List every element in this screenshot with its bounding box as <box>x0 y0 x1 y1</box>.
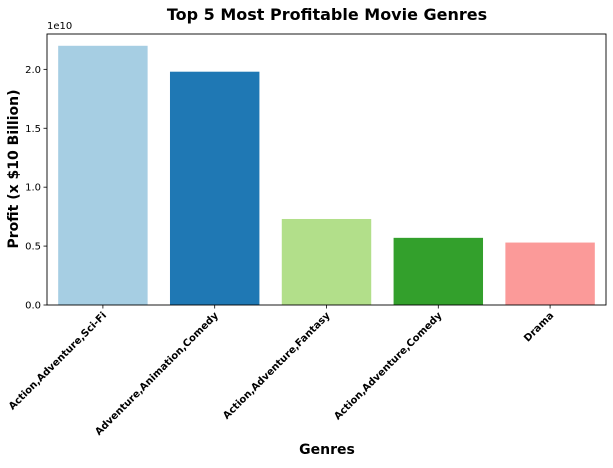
x-tick-label-0: Action,Adventure,Sci-Fi <box>7 310 109 412</box>
y-tick-label-2: 1.0 <box>25 183 41 194</box>
chart-title: Top 5 Most Profitable Movie Genres <box>167 5 487 24</box>
y-tick-label-0: 0.0 <box>25 301 41 312</box>
y-tick-label-4: 2.0 <box>25 65 41 76</box>
y-axis-label: Profit (x $10 Billion) <box>6 90 22 249</box>
x-tick-label-4: Drama <box>522 310 556 344</box>
bar-0 <box>58 45 148 306</box>
plot-frame <box>46 33 607 306</box>
x-ticks-group: Action,Adventure,Sci-FiAdventure,Animati… <box>7 305 556 438</box>
y-axis-offset-label: 1e10 <box>47 21 72 32</box>
x-tick-label-3: Action,Adventure,Comedy <box>332 310 444 422</box>
bar-3 <box>393 237 484 305</box>
bar-1 <box>169 71 260 305</box>
bar-2 <box>281 218 372 305</box>
bar-4 <box>505 242 595 305</box>
x-axis-label: Genres <box>299 442 355 458</box>
y-ticks-group: 0.0 0.5 1.0 1.5 2.0 <box>25 65 47 312</box>
bars-group <box>58 45 595 306</box>
y-tick-label-3: 1.5 <box>25 124 41 135</box>
x-tick-label-2: Action,Adventure,Fantasy <box>221 310 333 422</box>
y-tick-label-1: 0.5 <box>25 242 41 253</box>
x-tick-label-1: Adventure,Animation,Comedy <box>93 310 221 438</box>
